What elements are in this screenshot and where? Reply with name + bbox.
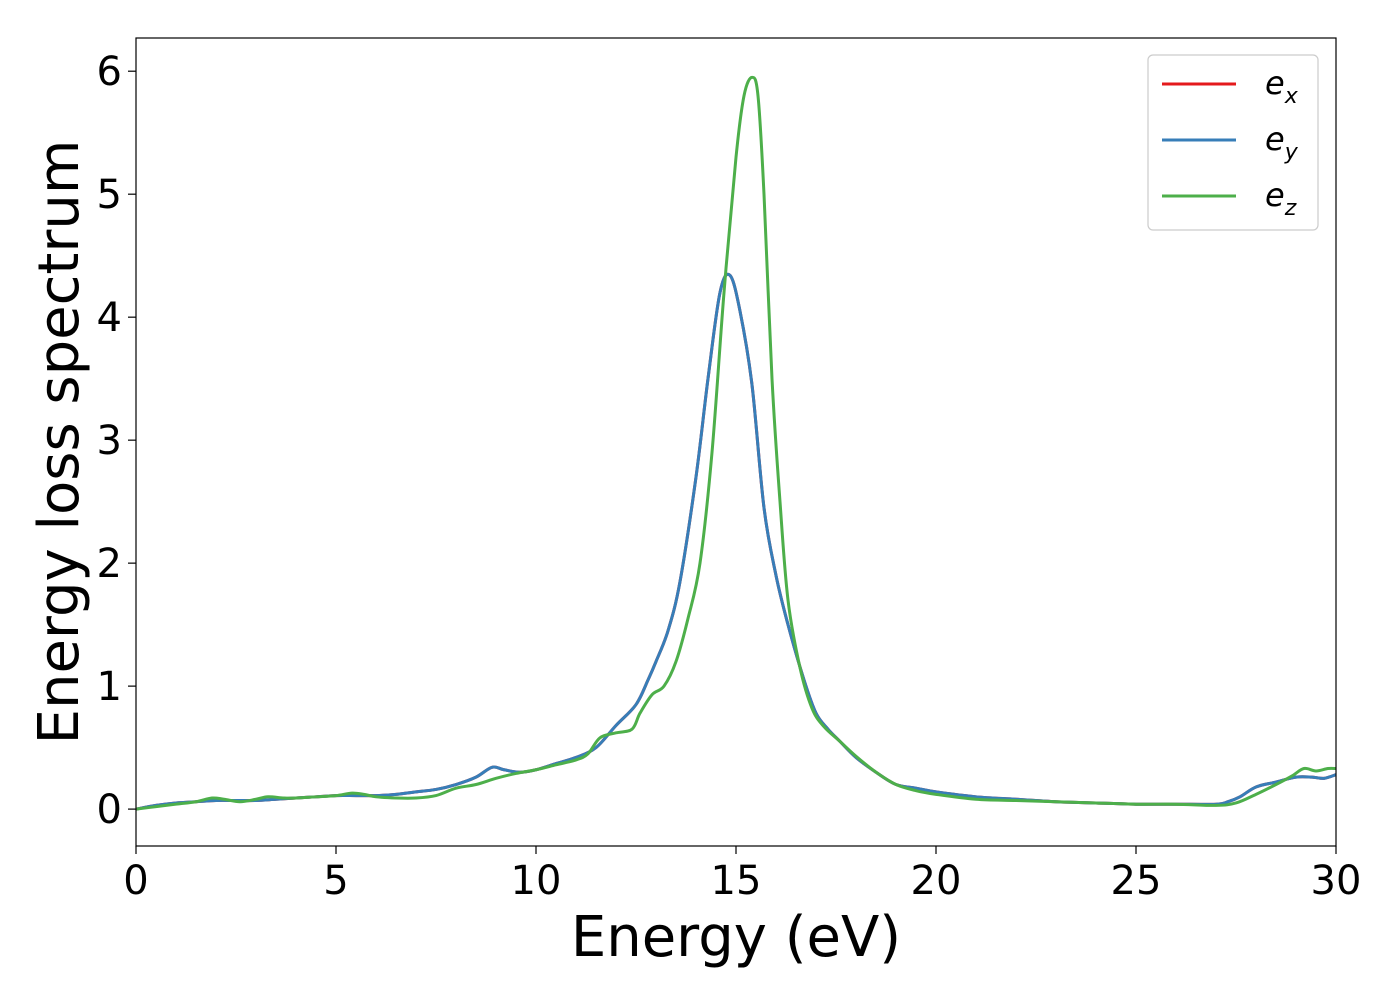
y-tick-label: 2 — [97, 541, 122, 587]
legend-label-base: e — [1265, 176, 1285, 214]
x-tick-label: 30 — [1311, 858, 1362, 904]
x-tick-label: 5 — [323, 858, 348, 904]
x-axis-label: Energy (eV) — [571, 905, 901, 970]
y-axis-ticks: 0 1 2 3 4 5 6 — [97, 49, 136, 833]
legend-label-sub: x — [1284, 84, 1299, 109]
legend-label-sub: z — [1284, 196, 1297, 221]
x-tick-label: 20 — [911, 858, 962, 904]
legend-label-z: ez — [1265, 176, 1297, 221]
legend-label-base: e — [1265, 120, 1285, 158]
y-tick-label: 1 — [97, 664, 122, 710]
y-tick-label: 0 — [97, 787, 122, 833]
legend-label-x: ex — [1265, 64, 1299, 109]
y-tick-label: 4 — [97, 295, 122, 341]
x-tick-label: 15 — [711, 858, 762, 904]
x-tick-label: 0 — [123, 858, 148, 904]
y-tick-label: 5 — [97, 172, 122, 218]
x-tick-label: 25 — [1111, 858, 1162, 904]
legend-label-sub: y — [1284, 140, 1299, 165]
series-line-z — [136, 75, 1336, 811]
y-axis-label: Energy loss spectrum — [27, 140, 92, 745]
x-axis-ticks: 0 5 10 15 20 25 30 — [123, 846, 1361, 904]
legend-label-base: e — [1265, 64, 1285, 102]
y-tick-label: 6 — [97, 49, 122, 95]
y-tick-label: 3 — [97, 418, 122, 464]
legend-box — [1147, 54, 1319, 231]
x-tick-label: 10 — [511, 858, 562, 904]
legend-label-y: ey — [1265, 120, 1299, 165]
series-layer — [136, 75, 1336, 811]
